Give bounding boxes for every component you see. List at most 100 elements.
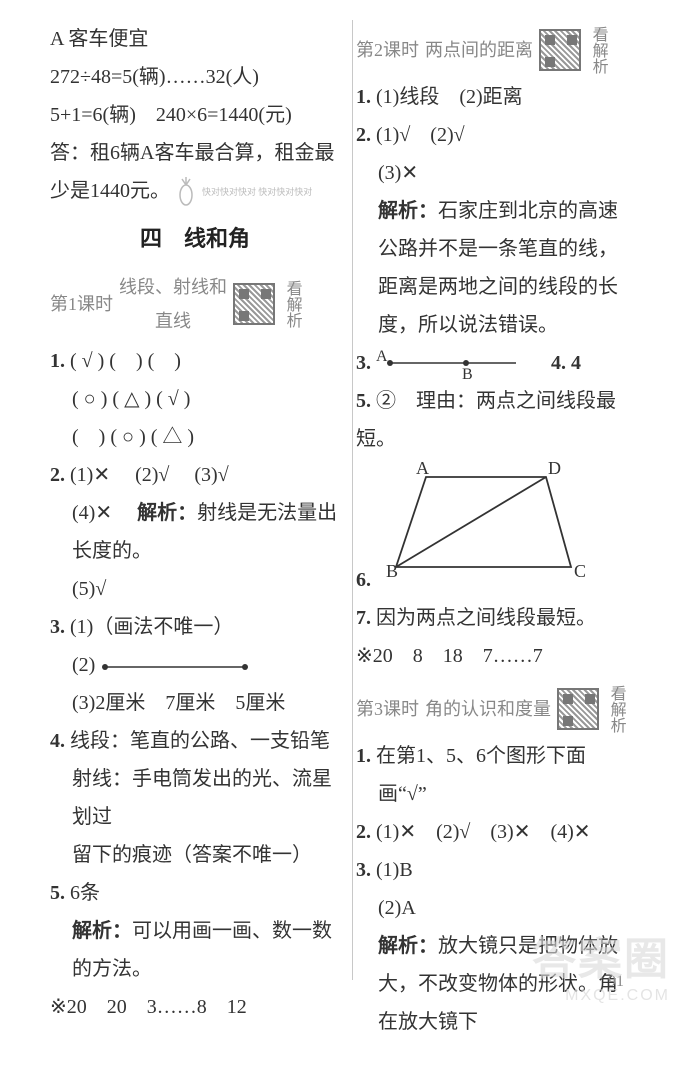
- s1b: 画“√”: [356, 775, 636, 813]
- item: (3)√: [194, 464, 228, 486]
- r2: 2. (1)√ (2)√: [356, 116, 636, 154]
- cell: ( △ ): [112, 388, 151, 410]
- qr-icon: [233, 283, 275, 325]
- side-label: 看解析: [283, 280, 301, 328]
- text: (1)✕ (2)√ (3)✕ (4)✕: [376, 821, 591, 843]
- q1-row: ( ○ ) ( △ ) ( √ ): [50, 380, 340, 418]
- text: 因为两点之间线段最短。: [376, 607, 596, 629]
- r1: 1. (1)线段 (2)距离: [356, 78, 636, 116]
- lesson-title: 线段、射线和: [119, 270, 227, 304]
- q2-line: (4)✕ 解析：射线是无法量出长度的。: [50, 494, 340, 570]
- item: (4)✕: [72, 502, 112, 524]
- text-line: 5+1=6(辆) 240×6=1440(元): [50, 96, 340, 134]
- svg-text:B: B: [462, 366, 473, 379]
- text-line: 272÷48=5(辆)……32(人): [50, 58, 340, 96]
- explain-label: 解析：: [72, 920, 132, 942]
- qr-icon: [557, 688, 599, 730]
- q4-line: 4. 线段：笔直的公路、一支铅笔: [50, 722, 340, 760]
- svg-text:A: A: [416, 462, 429, 478]
- cell: ( ): [148, 350, 181, 372]
- r6: 6. A D B C: [356, 458, 636, 599]
- text-line: 少是1440元。 快对快对快对 快对快对快对: [50, 172, 340, 210]
- r7: 7. 因为两点之间线段最短。: [356, 599, 636, 637]
- cell: ( √ ): [156, 388, 190, 410]
- q4-line: 留下的痕迹（答案不唯一）: [50, 836, 340, 874]
- text: 线段：笔直的公路、一支铅笔: [70, 730, 330, 752]
- lesson-title: 角的认识和度量: [425, 692, 551, 726]
- cell: ( △ ): [151, 426, 194, 448]
- r4: 4. 4: [551, 352, 581, 374]
- svg-text:C: C: [574, 561, 586, 581]
- svg-text:D: D: [548, 462, 561, 478]
- watermark: 答案圈 MXQE.COM: [532, 923, 670, 1005]
- q4-line: 射线：手电筒发出的光、流星划过: [50, 760, 340, 836]
- segment-icon: [100, 660, 250, 674]
- text: (1)√ (2)√: [376, 124, 465, 146]
- label: (2): [72, 654, 95, 676]
- qr-icon: [539, 29, 581, 71]
- r3: 3. A B 4. 4: [356, 344, 636, 382]
- left-column: A 客车便宜 272÷48=5(辆)……32(人) 5+1=6(辆) 240×6…: [50, 20, 340, 1041]
- item: (2)√: [135, 464, 169, 486]
- lesson-3-header: 第3课时 角的认识和度量 看解析: [356, 685, 636, 733]
- side-label: 看解析: [607, 685, 625, 733]
- q2-line: 2. (1)✕ (2)√ (3)√: [50, 456, 340, 494]
- q3-line: (3)2厘米 7厘米 5厘米: [50, 684, 340, 722]
- r2b: (3)✕: [356, 154, 636, 192]
- lesson-title-block: 线段、射线和 直线: [119, 270, 227, 338]
- cell: ( ): [109, 350, 142, 372]
- s1: 1. 在第1、5、6个图形下面: [356, 737, 636, 775]
- r5: 5. ② 理由：两点之间线段最短。: [356, 382, 636, 458]
- lesson-2-header: 第2课时 两点间的距离 看解析: [356, 26, 636, 74]
- star-line: ※20 20 3……8 12: [50, 988, 340, 1026]
- lesson-title: 两点间的距离: [425, 33, 533, 67]
- carrot-icon: [175, 177, 197, 207]
- segment-ab-icon: A B: [376, 349, 526, 379]
- q3-line: 3. (1)（画法不唯一）: [50, 608, 340, 646]
- lesson-prefix: 第3课时: [356, 692, 419, 726]
- q5-explain: 解析：可以用画一画、数一数的方法。: [50, 912, 340, 988]
- watermark-small: MXQE.COM: [532, 987, 670, 1005]
- q1-row: 1. ( √ ) ( ) ( ): [50, 342, 340, 380]
- r2-explain: 解析：石家庄到北京的高速公路并不是一条笔直的线，距离是两地之间的线段的长度，所以…: [356, 192, 636, 344]
- explain-text: 射线是无法量出长度的。: [72, 502, 337, 562]
- page: A 客车便宜 272÷48=5(辆)……32(人) 5+1=6(辆) 240×6…: [0, 0, 690, 1071]
- cell: ( ○ ): [72, 388, 107, 410]
- s2: 2. (1)✕ (2)√ (3)✕ (4)✕: [356, 813, 636, 851]
- text: 6条: [70, 882, 100, 904]
- item: (1)✕: [70, 464, 110, 486]
- q1-row: ( ) ( ○ ) ( △ ): [50, 418, 340, 456]
- lesson-1-header: 第1课时 线段、射线和 直线 看解析: [50, 270, 340, 338]
- svg-text:A: A: [376, 349, 388, 365]
- text-fragment: 少是1440元。: [50, 180, 170, 202]
- text: (1)B: [376, 859, 413, 881]
- cell: ( ○ ): [110, 426, 145, 448]
- text-line: 答：租6辆A客车最合算，租金最: [50, 134, 340, 172]
- lesson-title-2: 直线: [119, 304, 227, 338]
- explain-label: 解析：: [378, 935, 438, 957]
- right-column: 第2课时 两点间的距离 看解析 1. (1)线段 (2)距离 2. (1)√ (…: [356, 20, 636, 1041]
- svg-text:B: B: [386, 561, 398, 581]
- cell: ( ): [72, 426, 105, 448]
- s3: 3. (1)B: [356, 851, 636, 889]
- q2-line: (5)√: [50, 570, 340, 608]
- s3b: (2)A: [356, 889, 636, 927]
- q3-line: (2): [50, 646, 340, 684]
- side-label: 看解析: [589, 26, 607, 74]
- text: ② 理由：两点之间线段最短。: [356, 390, 616, 450]
- tiny-watermark: 快对快对快对 快对快对快对: [202, 188, 312, 197]
- text: (1)（画法不唯一）: [70, 616, 233, 638]
- q5-line: 5. 6条: [50, 874, 340, 912]
- section-title: 四 线和角: [50, 218, 340, 260]
- text: 在第1、5、6个图形下面: [376, 745, 586, 767]
- trapezoid-diagram: A D B C: [386, 462, 586, 582]
- lesson-prefix: 第1课时: [50, 287, 113, 321]
- cell: ( √ ): [70, 350, 104, 372]
- text-line: A 客车便宜: [50, 20, 340, 58]
- watermark-big: 答案圈: [532, 923, 670, 987]
- explain-label: 解析：: [137, 502, 197, 524]
- star2: ※20 8 18 7……7: [356, 637, 636, 675]
- explain-label: 解析：: [378, 200, 438, 222]
- column-divider: [352, 20, 353, 980]
- lesson-prefix: 第2课时: [356, 33, 419, 67]
